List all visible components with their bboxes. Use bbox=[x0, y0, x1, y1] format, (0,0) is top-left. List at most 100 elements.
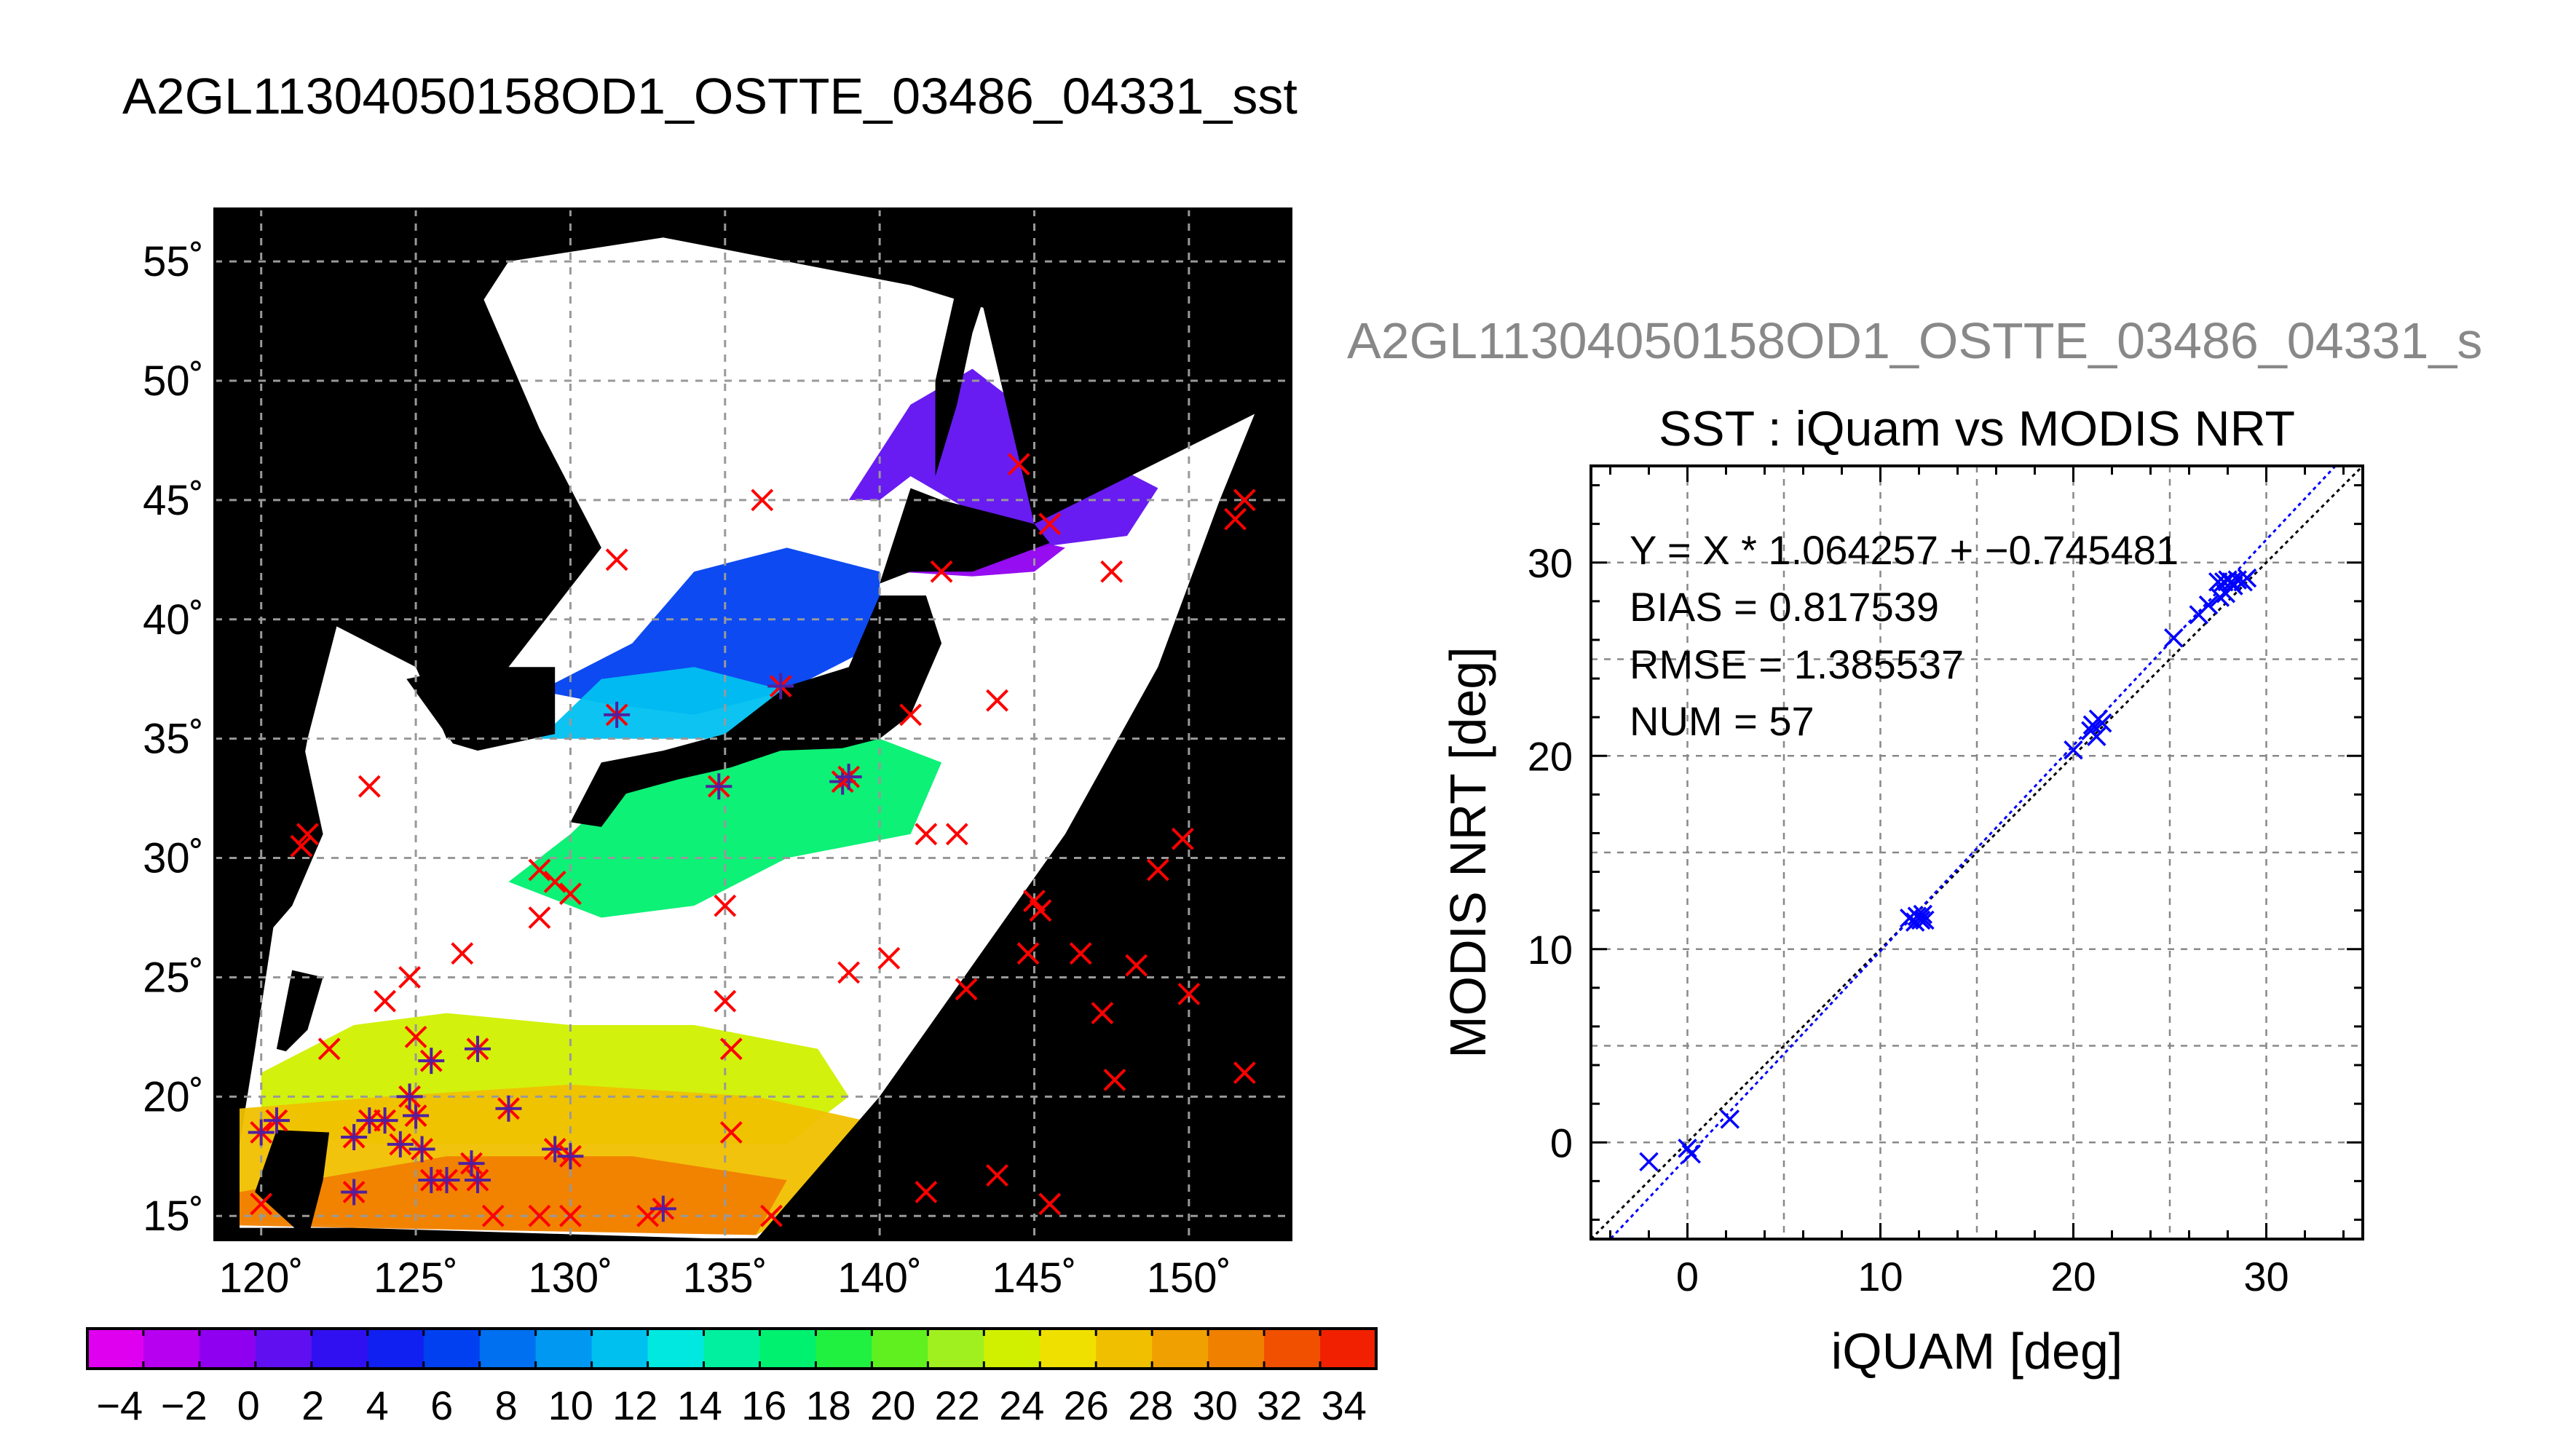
colorbar-tick-label: 18 bbox=[806, 1382, 851, 1428]
sst-patch-okhotsk bbox=[848, 368, 1158, 548]
scatter-point bbox=[1907, 906, 1927, 926]
scatter-annotation-3: NUM = 57 bbox=[1630, 698, 1814, 744]
map-lon-tick-label: 150˚ bbox=[1147, 1254, 1231, 1302]
land-luzon bbox=[255, 1130, 330, 1240]
colorbar-segment bbox=[1208, 1329, 1265, 1369]
scatter-point bbox=[1681, 1144, 1702, 1164]
scatter-point bbox=[2164, 628, 2184, 648]
land-china bbox=[215, 213, 601, 1240]
colorbar-tick-label: 24 bbox=[999, 1382, 1044, 1428]
colorbar-tick-label: 34 bbox=[1322, 1382, 1367, 1428]
star-marker-purple bbox=[557, 1143, 584, 1170]
colorbar-segment bbox=[759, 1329, 816, 1369]
colorbar-tick-label: 22 bbox=[935, 1382, 980, 1428]
scatter-point bbox=[2210, 587, 2230, 607]
red-x-marker bbox=[915, 823, 938, 846]
scatter-y-tick-label: 10 bbox=[1528, 927, 1573, 973]
scatter-point bbox=[1639, 1152, 1659, 1172]
colorbar-tick-label: 14 bbox=[677, 1382, 722, 1428]
red-x-marker bbox=[955, 978, 978, 1001]
land-taiwan bbox=[276, 970, 323, 1052]
red-x-marker bbox=[528, 906, 551, 929]
scatter-title: SST : iQuam vs MODIS NRT bbox=[1659, 401, 2295, 456]
star-marker-purple bbox=[396, 1083, 423, 1110]
star-marker-purple bbox=[403, 1102, 430, 1129]
colorbar-segment bbox=[143, 1329, 200, 1369]
red-x-marker bbox=[837, 961, 861, 984]
star-marker-purple bbox=[706, 773, 732, 800]
scatter-point bbox=[2088, 709, 2109, 729]
colorbar-segment bbox=[1040, 1329, 1097, 1369]
scatter-point bbox=[2087, 727, 2106, 746]
map-lat-tick-label: 25˚ bbox=[143, 954, 204, 1001]
map-lat-tick-label: 30˚ bbox=[143, 835, 204, 882]
map-lat-tick-label: 45˚ bbox=[143, 477, 204, 524]
star-marker-purple bbox=[835, 764, 862, 791]
red-x-marker bbox=[1224, 507, 1247, 531]
colorbar-tick-label: −2 bbox=[161, 1382, 208, 1428]
colorbar-segment bbox=[928, 1329, 984, 1369]
colorbar-tick-label: 4 bbox=[366, 1382, 389, 1428]
red-x-marker bbox=[1233, 1061, 1256, 1084]
red-x-marker bbox=[398, 966, 421, 989]
map-lon-tick-label: 125˚ bbox=[374, 1254, 458, 1302]
red-x-marker bbox=[528, 1204, 551, 1227]
colorbar-segment bbox=[1152, 1329, 1209, 1369]
map-lat-tick-label: 55˚ bbox=[143, 238, 204, 285]
colorbar-tick-label: 28 bbox=[1128, 1382, 1173, 1428]
scatter-annotation-2: RMSE = 1.385537 bbox=[1630, 641, 1964, 687]
colorbar-segment bbox=[479, 1329, 537, 1369]
colorbar-tick-label: 0 bbox=[237, 1382, 260, 1428]
colorbar-segment bbox=[423, 1329, 481, 1369]
colorbar-tick-label: −4 bbox=[96, 1382, 143, 1428]
red-x-marker bbox=[714, 894, 737, 917]
red-x-marker bbox=[451, 942, 474, 965]
star-marker-purple bbox=[465, 1035, 491, 1062]
map-lon-tick-label: 135˚ bbox=[683, 1254, 767, 1302]
colorbar-tick-label: 12 bbox=[612, 1382, 657, 1428]
map-lat-tick-label: 15˚ bbox=[143, 1192, 204, 1240]
star-marker-purple bbox=[341, 1179, 368, 1206]
red-x-marker bbox=[1007, 453, 1030, 476]
star-marker-purple bbox=[418, 1048, 445, 1075]
red-x-marker bbox=[605, 548, 628, 571]
red-x-marker bbox=[1177, 982, 1201, 1005]
red-x-marker bbox=[719, 1121, 743, 1144]
map-lon-tick-label: 145˚ bbox=[992, 1254, 1076, 1302]
red-x-marker bbox=[899, 703, 923, 727]
sst-patch-east-china bbox=[508, 738, 942, 918]
map-layer bbox=[215, 209, 1291, 1240]
red-x-marker bbox=[404, 1025, 427, 1048]
red-x-marker bbox=[1100, 560, 1124, 583]
red-x-marker bbox=[481, 1204, 505, 1227]
star-marker-purple bbox=[495, 1095, 522, 1122]
colorbar-segment bbox=[984, 1329, 1040, 1369]
star-marker-purple bbox=[649, 1195, 676, 1222]
colorbar-tick-label: 10 bbox=[548, 1382, 593, 1428]
map-lat-tick-label: 40˚ bbox=[143, 596, 204, 644]
map-frame bbox=[213, 207, 1292, 1241]
red-x-marker bbox=[1233, 488, 1256, 512]
colorbar-segment bbox=[367, 1329, 424, 1369]
red-x-marker bbox=[290, 834, 313, 858]
land-japan-honshu bbox=[570, 596, 942, 827]
red-x-marker bbox=[1016, 942, 1040, 965]
red-x-marker bbox=[760, 1204, 783, 1227]
colorbar-tick-label: 32 bbox=[1257, 1382, 1302, 1428]
colorbar-segment bbox=[1320, 1329, 1377, 1369]
red-x-marker bbox=[915, 1181, 938, 1203]
red-x-marker bbox=[317, 1037, 341, 1061]
map-lat-tick-label: 35˚ bbox=[143, 716, 204, 763]
scatter-point bbox=[2208, 572, 2228, 592]
colorbar-tick-label: 26 bbox=[1064, 1382, 1109, 1428]
red-x-marker bbox=[986, 689, 1008, 712]
red-x-marker bbox=[374, 989, 397, 1013]
red-x-marker bbox=[719, 1037, 743, 1061]
scatter-annotation-0: Y = X * 1.064257 + −0.745481 bbox=[1630, 527, 2179, 573]
scatter-point bbox=[1900, 909, 1919, 928]
colorbar-segment bbox=[591, 1329, 649, 1369]
map-title: A2GL11304050158OD1_OSTTE_03486_04331_sst bbox=[122, 68, 1298, 124]
red-x-marker bbox=[986, 1164, 1008, 1187]
map-lon-tick-label: 140˚ bbox=[837, 1254, 922, 1302]
